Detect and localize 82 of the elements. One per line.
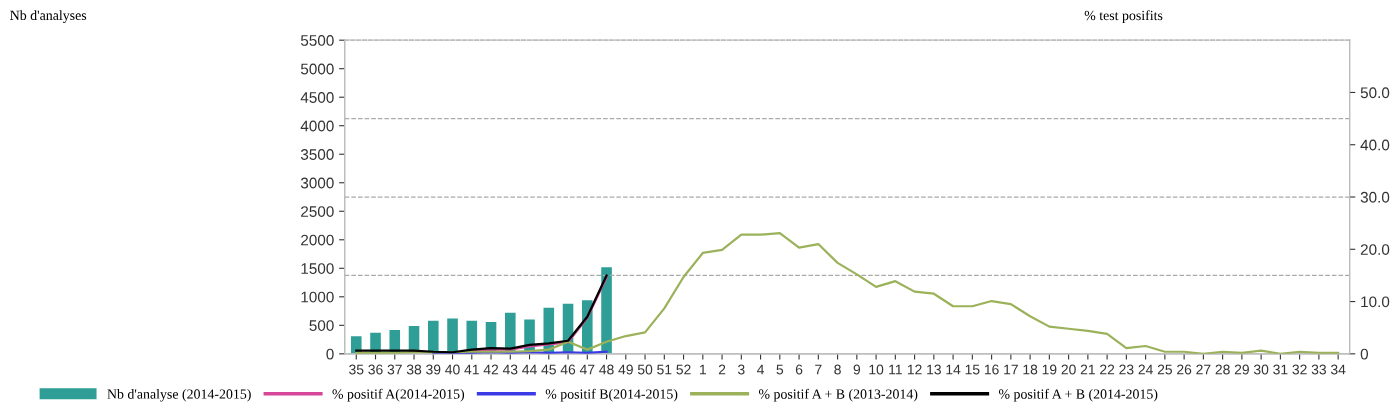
y-tick-label: 1000 [301, 291, 334, 303]
x-tick-label: 35 [349, 364, 364, 375]
x-tick-label: 37 [387, 364, 402, 375]
x-tick-label: 4 [757, 364, 765, 375]
x-tick-label: 9 [853, 364, 861, 375]
legend-label: % positif A + B (2013-2014) [758, 388, 918, 402]
x-tick-label: 12 [907, 364, 922, 375]
bar [447, 318, 458, 354]
x-tick-label: 3 [737, 364, 745, 375]
x-tick-label: 13 [927, 364, 941, 375]
y2-axis-title: % test posifits [1084, 10, 1163, 23]
bar [427, 320, 439, 354]
y-tick-label: 5500 [300, 35, 334, 46]
y2-tick-label: 20.0 [1360, 244, 1390, 255]
x-tick-label: 46 [560, 364, 576, 375]
x-tick-label: 10 [869, 364, 884, 375]
x-tick-label: 2 [718, 364, 726, 375]
x-tick-label: 11 [889, 364, 902, 375]
line-series [355, 231, 1340, 354]
x-tick-label: 48 [599, 364, 614, 375]
y-tick-label: 2500 [301, 206, 334, 217]
bar [601, 267, 612, 354]
x-tick-label: 19 [1042, 364, 1057, 375]
x-tick-label: 26 [1177, 364, 1192, 375]
y2-tick-label: 40.0 [1360, 139, 1390, 151]
line-series [355, 274, 608, 354]
x-tick-label: 32 [1292, 364, 1307, 375]
x-tick-label: 8 [834, 364, 841, 375]
y-tick-label: 3000 [300, 177, 334, 189]
y-tick-label: 4500 [300, 92, 334, 103]
x-tick-label: 51 [657, 364, 672, 375]
text: Nb d'analyses [10, 10, 87, 23]
x-tick-label: 20 [1061, 364, 1076, 375]
x-tick-label: 43 [502, 364, 518, 375]
x-tick-label: 27 [1196, 364, 1211, 375]
x-tick-label: 24 [1138, 364, 1153, 375]
x-tick-label: 28 [1215, 364, 1230, 375]
y-tick-label: 5000 [300, 63, 334, 75]
x-tick-label: 36 [368, 364, 383, 375]
y-tick-label: 2000 [301, 234, 334, 246]
x-tick-label: 38 [406, 364, 422, 375]
y2-tick-label: 30.0 [1360, 191, 1390, 203]
x-tick-label: 22 [1100, 364, 1115, 375]
x-tick-label: 15 [965, 364, 980, 375]
x-tick-label: 16 [984, 364, 999, 375]
legend-label: % positif A(2014-2015) [332, 388, 465, 402]
y-tick-label: 500 [309, 320, 334, 331]
x-tick-label: 29 [1234, 364, 1249, 375]
x-tick-label: 41 [464, 364, 479, 375]
legend-label: % positif B(2014-2015) [545, 388, 678, 402]
x-tick-label: 5 [776, 364, 784, 375]
x-tick-label: 42 [483, 364, 499, 375]
y2-tick-label: 50.0 [1360, 87, 1390, 99]
x-tick-label: 33 [1311, 364, 1326, 375]
y2-tick-label: 10.0 [1361, 296, 1390, 308]
x-tick-label: 39 [426, 364, 441, 375]
x-tick-label: 34 [1330, 364, 1346, 375]
x-tick-label: 1 [700, 364, 706, 375]
x-tick-label: 30 [1253, 364, 1269, 375]
x-tick-label: 52 [676, 364, 691, 375]
y2-tick-label: 0 [1360, 348, 1369, 360]
x-tick-label: 21 [1080, 364, 1095, 375]
x-tick-label: 23 [1119, 364, 1134, 375]
x-tick-label: 7 [815, 364, 822, 375]
x-tick-label: 14 [946, 364, 961, 375]
y-tick-label: 1500 [301, 263, 334, 274]
x-tick-label: 17 [1004, 364, 1018, 375]
y-tick-label: 4000 [300, 120, 334, 132]
legend-label: Nb d'analyse (2014-2015) [107, 388, 251, 402]
x-tick-label: 44 [522, 364, 537, 375]
x-tick-label: 49 [618, 364, 633, 375]
x-tick-label: 6 [795, 364, 803, 375]
x-tick-label: 50 [637, 364, 653, 375]
x-tick-label: 40 [445, 364, 460, 375]
x-tick-label: 18 [1023, 364, 1038, 375]
legend-label: % positif A + B (2014-2015) [998, 388, 1158, 402]
y-tick-label: 3500 [300, 149, 334, 160]
x-tick-label: 47 [579, 364, 595, 375]
x-tick-label: 25 [1157, 364, 1173, 375]
x-tick-label: 45 [541, 364, 556, 375]
y-tick-label: 0 [326, 348, 334, 360]
x-tick-label: 31 [1273, 364, 1288, 375]
